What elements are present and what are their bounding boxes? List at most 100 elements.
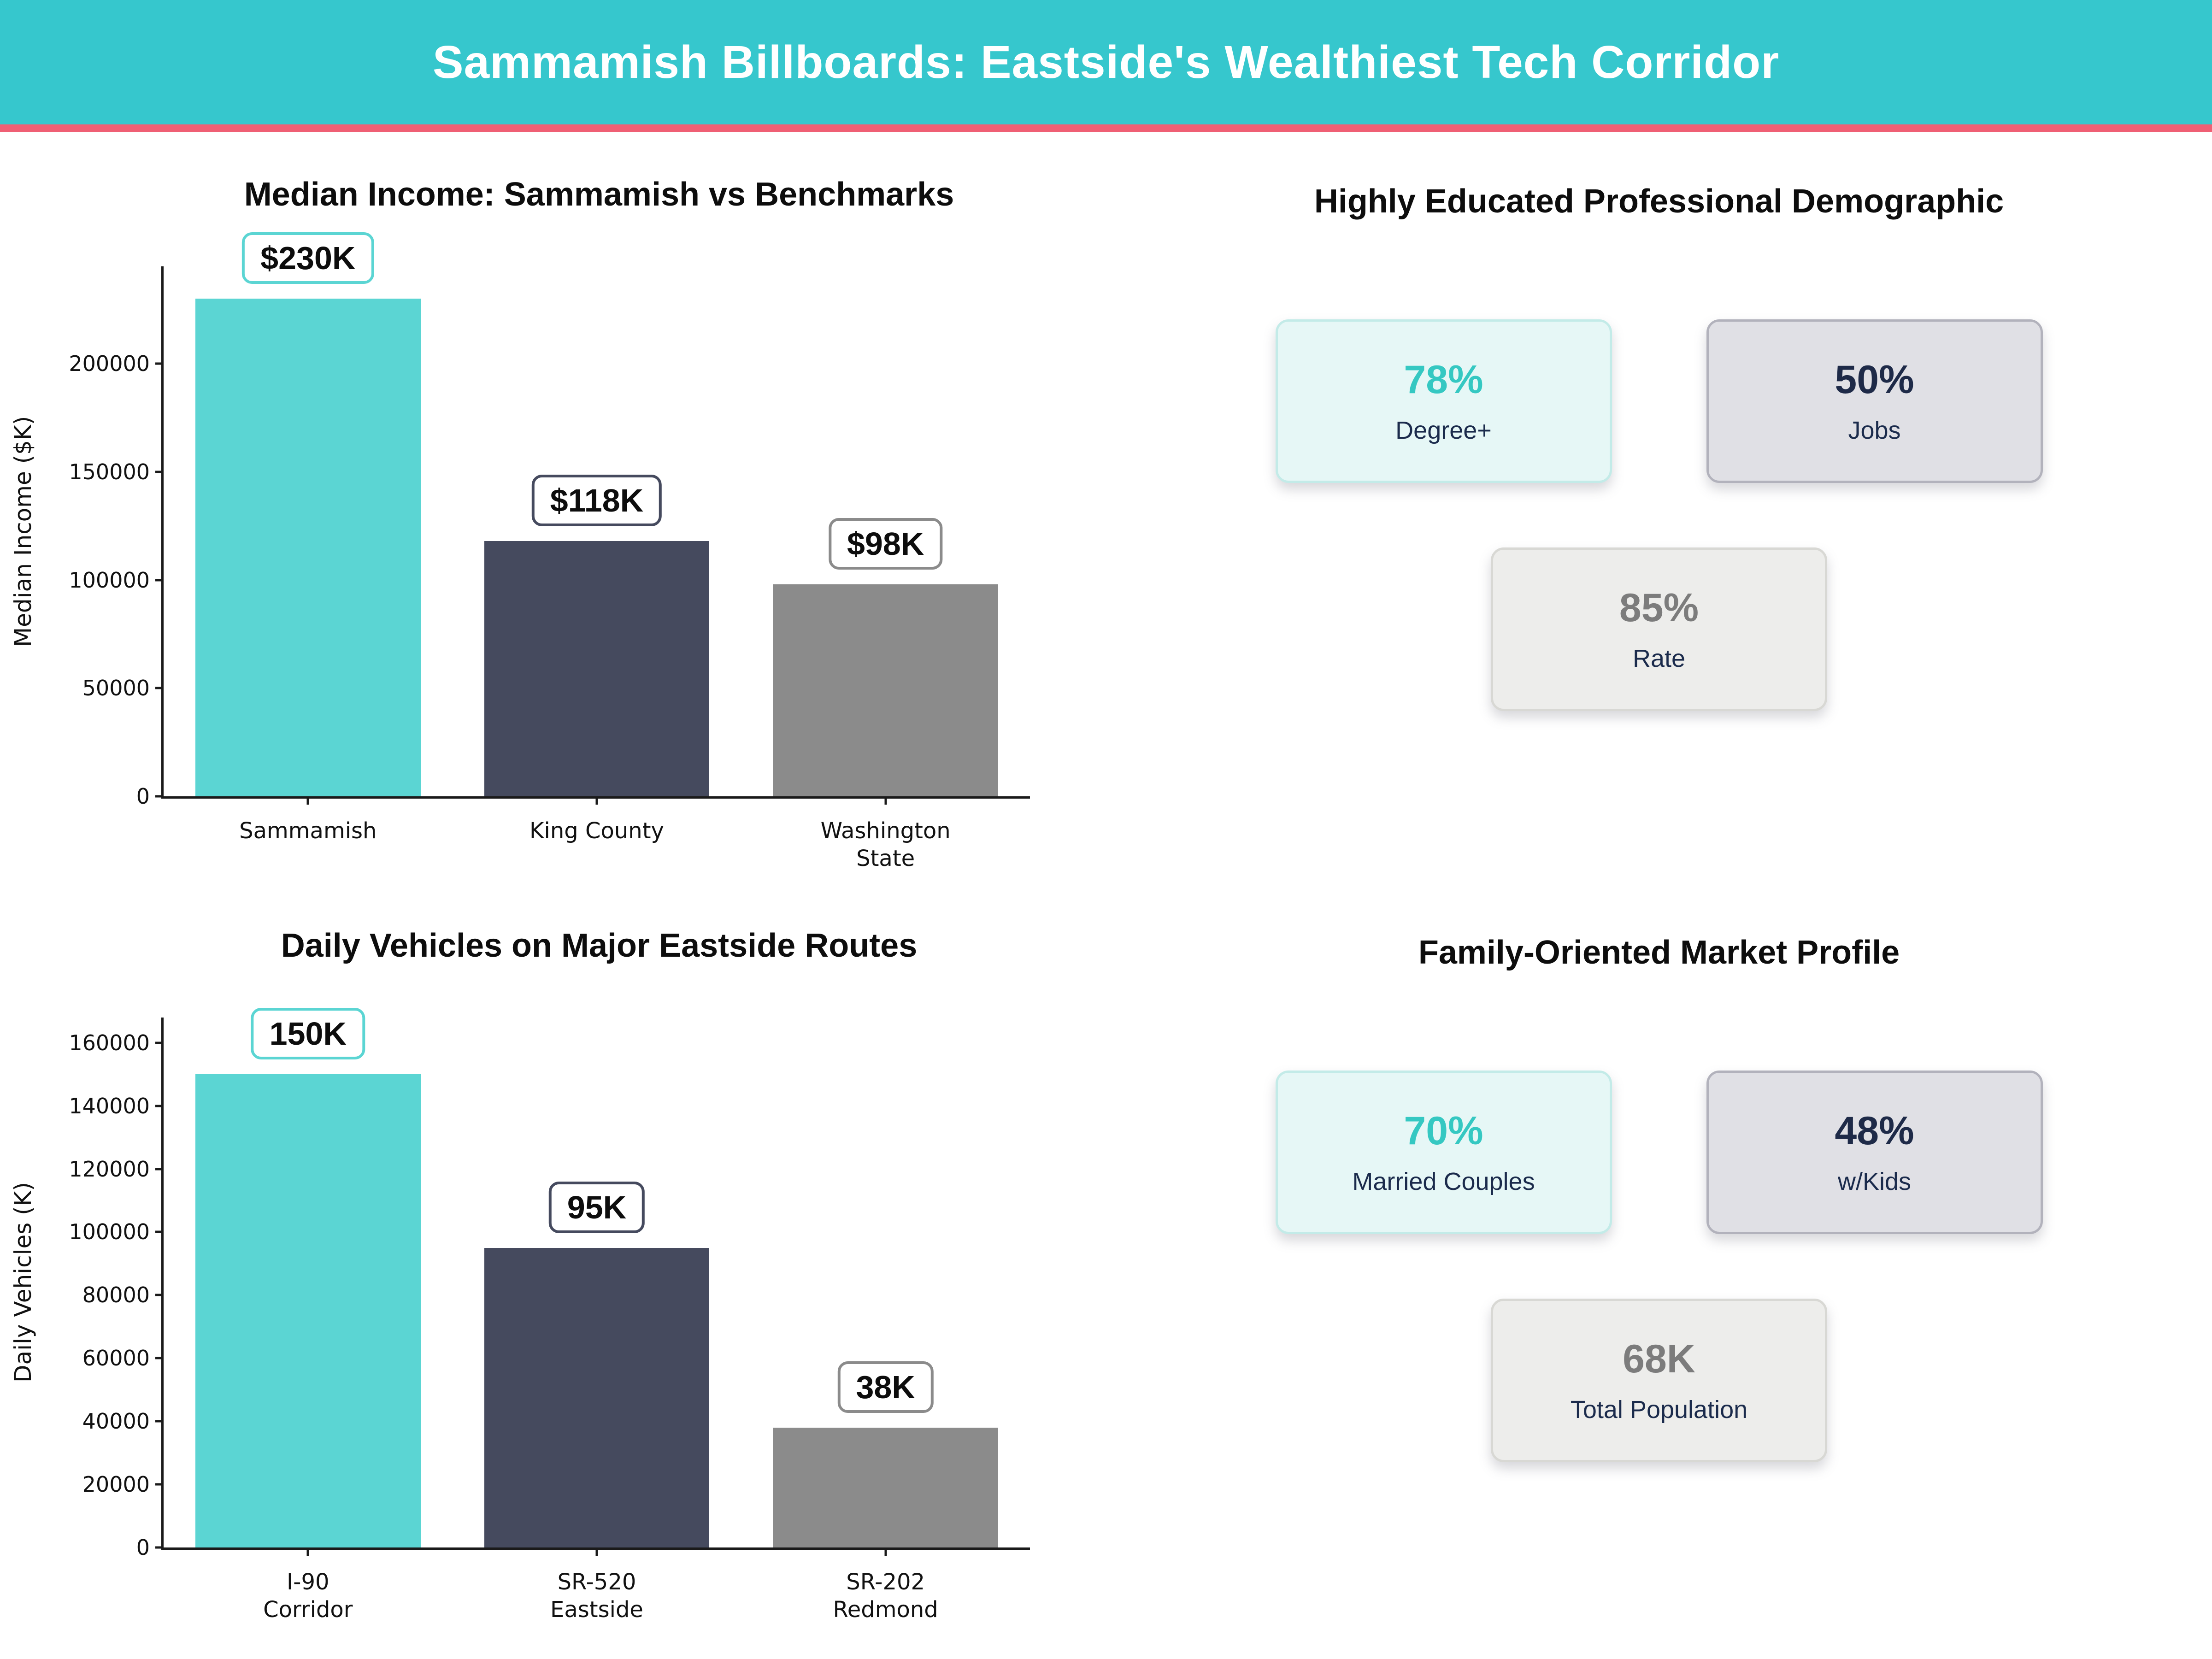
y-tick-mark [155, 1168, 164, 1171]
x-tick-mark [884, 1547, 887, 1556]
header-banner: Sammamish Billboards: Eastside's Wealthi… [0, 0, 2212, 124]
x-tick-mark [595, 796, 598, 805]
y-tick-mark [155, 1357, 164, 1359]
traffic-y-axis-label: Daily Vehicles (K) [10, 1182, 36, 1383]
y-tick-label: 160000 [69, 1030, 150, 1055]
x-category-label: SR-520 Eastside [550, 1568, 643, 1624]
dashboard-grid: Median Income: Sammamish vs Benchmarks M… [0, 132, 2212, 1659]
median-income-chart-title: Median Income: Sammamish vs Benchmarks [244, 176, 954, 213]
header-divider [0, 124, 2212, 132]
y-tick-label: 80000 [82, 1282, 150, 1308]
y-tick-mark [155, 1230, 164, 1233]
bar-value-label: $118K [531, 475, 662, 527]
stat-card-value: 68K [1623, 1336, 1695, 1381]
stat-card-value: 78% [1404, 357, 1483, 402]
y-tick-mark [155, 795, 164, 798]
x-category-line: SR-202 [846, 1569, 925, 1595]
traffic-chart-title: Daily Vehicles on Major Eastside Routes [281, 927, 918, 964]
y-tick-label: 100000 [69, 567, 150, 593]
stat-card: 78% Degree+ [1275, 319, 1612, 483]
y-tick-label: 0 [136, 1535, 150, 1560]
stat-card-label: Married Couples [1352, 1167, 1535, 1195]
x-category-label: Washington State [821, 817, 951, 872]
x-category-label: I-90 Corridor [263, 1568, 353, 1624]
x-category-label: King County [529, 817, 664, 845]
y-tick-label: 40000 [82, 1409, 150, 1434]
median-income-y-axis-label: Median Income ($K) [10, 416, 36, 647]
x-category-line: SR-520 [557, 1569, 636, 1595]
stat-card-value: 50% [1835, 357, 1914, 402]
cards-row-top: 70% Married Couples 48% w/Kids [1275, 1071, 2043, 1234]
y-tick-label: 100000 [69, 1219, 150, 1245]
education-cards: 78% Degree+ 50% Jobs 85% Rate [1106, 319, 2212, 711]
bar [773, 1427, 999, 1547]
education-panel-section: Highly Educated Professional Demographic… [1106, 132, 2212, 883]
traffic-plot: 0 20000 40000 60000 80000 100000 120000 140000 1… [69, 1008, 1030, 1623]
bar-value-label: 150K [251, 1008, 365, 1060]
page-title: Sammamish Billboards: Eastside's Wealthi… [432, 36, 1780, 88]
x-tick-mark [306, 796, 309, 805]
bar-value-label: 38K [837, 1361, 934, 1413]
y-tick-mark [155, 687, 164, 689]
y-tick-label: 0 [136, 784, 150, 809]
x-category-line: Washington [820, 818, 951, 844]
y-tick-label: 140000 [69, 1093, 150, 1118]
stat-card: 85% Rate [1491, 547, 1827, 711]
x-category-label: Sammamish [239, 817, 377, 845]
cards-row-top: 78% Degree+ 50% Jobs [1275, 319, 2043, 483]
x-category-line: State [856, 846, 915, 871]
y-tick-mark [155, 1546, 164, 1549]
x-category-line: King County [529, 818, 664, 844]
stat-card-label: w/Kids [1837, 1167, 1912, 1195]
stat-card: 50% Jobs [1706, 319, 2043, 483]
family-panel-title: Family-Oriented Market Profile [1418, 934, 1900, 971]
stat-card: 70% Married Couples [1275, 1071, 1612, 1234]
family-panel-section: Family-Oriented Market Profile 70% Marrie… [1106, 883, 2212, 1659]
stat-card-label: Rate [1632, 644, 1686, 672]
bar [484, 541, 710, 796]
x-category-line: Sammamish [239, 818, 377, 844]
y-tick-mark [155, 1105, 164, 1107]
education-panel-title: Highly Educated Professional Demographic [1314, 183, 2004, 220]
median-income-chart-section: Median Income: Sammamish vs Benchmarks M… [0, 132, 1106, 883]
x-category-label: SR-202 Redmond [833, 1568, 938, 1624]
traffic-chart-section: Daily Vehicles on Major Eastside Routes … [0, 883, 1106, 1659]
bar [773, 584, 999, 796]
y-tick-label: 50000 [82, 676, 150, 701]
y-tick-mark [155, 362, 164, 365]
cards-row-bottom: 68K Total Population [1491, 1299, 1827, 1462]
y-tick-label: 120000 [69, 1156, 150, 1182]
y-tick-mark [155, 579, 164, 582]
stat-card-value: 48% [1835, 1108, 1914, 1153]
x-category-line: Eastside [550, 1597, 643, 1623]
y-tick-mark [155, 1041, 164, 1044]
y-tick-label: 60000 [82, 1346, 150, 1371]
y-tick-mark [155, 1294, 164, 1296]
y-tick-mark [155, 1420, 164, 1423]
x-tick-mark [595, 1547, 598, 1556]
stat-card: 68K Total Population [1491, 1299, 1827, 1462]
traffic-chart-area: Daily Vehicles (K) 0 20000 40000 60000 80000… [0, 1008, 1106, 1623]
y-tick-mark [155, 471, 164, 473]
y-tick-mark [155, 1483, 164, 1486]
bar-value-label: $230K [242, 232, 374, 284]
stat-card-label: Degree+ [1395, 416, 1492, 444]
x-tick-mark [884, 796, 887, 805]
y-tick-label: 150000 [69, 459, 150, 484]
bar [484, 1247, 710, 1547]
bar [195, 1074, 421, 1547]
median-income-chart-area: Median Income ($K) 0 50000 100000 150000 200… [0, 232, 1106, 871]
x-category-line: Corridor [263, 1597, 353, 1623]
x-category-line: Redmond [833, 1597, 938, 1623]
x-category-line: I-90 [287, 1569, 329, 1595]
cards-row-bottom: 85% Rate [1491, 547, 1827, 711]
y-tick-label: 200000 [69, 351, 150, 377]
y-tick-label: 20000 [82, 1472, 150, 1497]
bar-value-label: $98K [828, 518, 943, 570]
bar-value-label: 95K [548, 1181, 645, 1233]
stat-card: 48% w/Kids [1706, 1071, 2043, 1234]
bar [195, 299, 421, 796]
stat-card-value: 70% [1404, 1108, 1483, 1153]
stat-card-label: Jobs [1848, 416, 1901, 444]
